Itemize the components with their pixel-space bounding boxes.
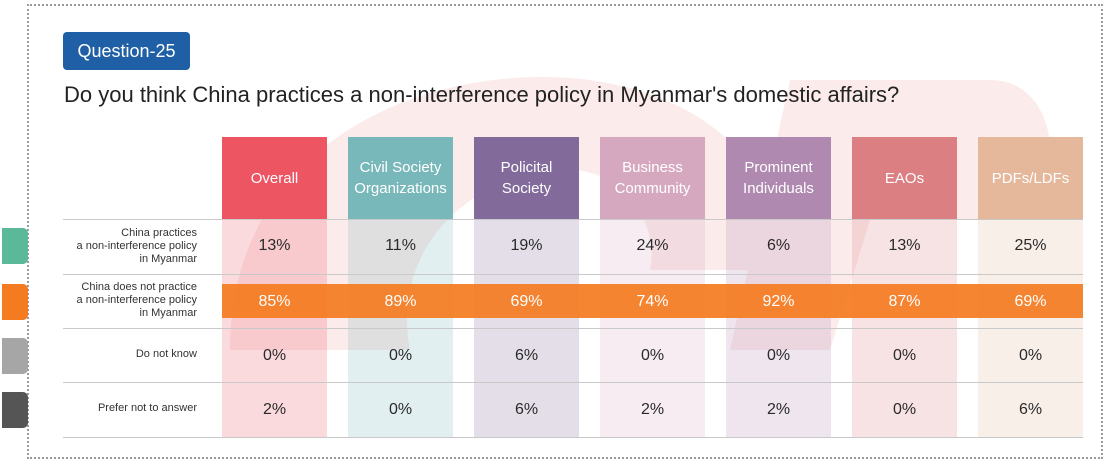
column-header-2: Civil Society Organizations <box>348 137 453 219</box>
question-badge: Question-25 <box>63 32 190 70</box>
column-header-3: Policital Society <box>474 137 579 219</box>
value-cell: 6% <box>514 347 539 364</box>
row-divider <box>63 382 1083 383</box>
row-label-3: Do not know <box>135 347 197 360</box>
value-cell: 24% <box>636 237 669 254</box>
row-divider <box>63 274 1083 275</box>
value-cell: 89% <box>384 293 417 310</box>
value-cell: 74% <box>636 293 669 310</box>
value-cell: 69% <box>1014 293 1047 310</box>
value-cell: 2% <box>262 401 287 418</box>
row-label-2: China does not practice a non-interferenc… <box>63 281 197 320</box>
value-cell: 0% <box>892 347 917 364</box>
value-cell: 0% <box>640 347 665 364</box>
row-color-swatch <box>2 228 28 264</box>
value-cell: 0% <box>766 347 791 364</box>
value-cell: 13% <box>888 237 921 254</box>
row-divider <box>63 328 1083 329</box>
value-cell: 85% <box>258 293 291 310</box>
row-label-line: China does not practice <box>81 280 197 293</box>
column-header-6: EAOs <box>852 137 957 219</box>
row-label-1: China practices a non-interference policy… <box>63 227 197 266</box>
column-header-5: Prominent Individuals <box>726 137 831 219</box>
value-cell: 0% <box>388 401 413 418</box>
column-header-4: Business Community <box>600 137 705 219</box>
row-label-line: China practices <box>121 226 197 239</box>
question-title: Do you think China practices a non-inter… <box>64 82 900 107</box>
row-divider <box>63 437 1083 438</box>
highlight-row-band <box>222 284 1083 318</box>
value-cell: 19% <box>510 237 543 254</box>
value-cell: 25% <box>1014 237 1047 254</box>
value-cell: 69% <box>510 293 543 310</box>
value-cell: 6% <box>514 401 539 418</box>
value-cell: 2% <box>766 401 791 418</box>
value-cell: 87% <box>888 293 921 310</box>
row-label-4: Prefer not to answer <box>97 401 197 414</box>
value-cell: 2% <box>640 401 665 418</box>
value-cell: 6% <box>766 237 791 254</box>
row-label-line: in Myanmar <box>139 252 197 265</box>
value-cell: 11% <box>385 237 416 254</box>
row-color-swatch <box>2 338 28 374</box>
row-color-swatch <box>2 284 28 320</box>
value-cell: 0% <box>892 401 917 418</box>
value-cell: 0% <box>262 347 287 364</box>
card-frame <box>27 4 1103 459</box>
value-cell: 92% <box>762 293 795 310</box>
row-label-line: a non-interference policy <box>76 239 197 252</box>
column-header-1: Overall <box>222 137 327 219</box>
row-color-swatch <box>2 392 28 428</box>
value-cell: 0% <box>388 347 413 364</box>
value-cell: 13% <box>258 237 291 254</box>
row-label-line: in Myanmar <box>139 306 197 319</box>
row-label-line: a non-interference policy <box>76 293 197 306</box>
row-divider <box>63 219 1083 220</box>
value-cell: 6% <box>1018 401 1043 418</box>
column-header-7: PDFs/LDFs <box>978 137 1083 219</box>
value-cell: 0% <box>1018 347 1043 364</box>
